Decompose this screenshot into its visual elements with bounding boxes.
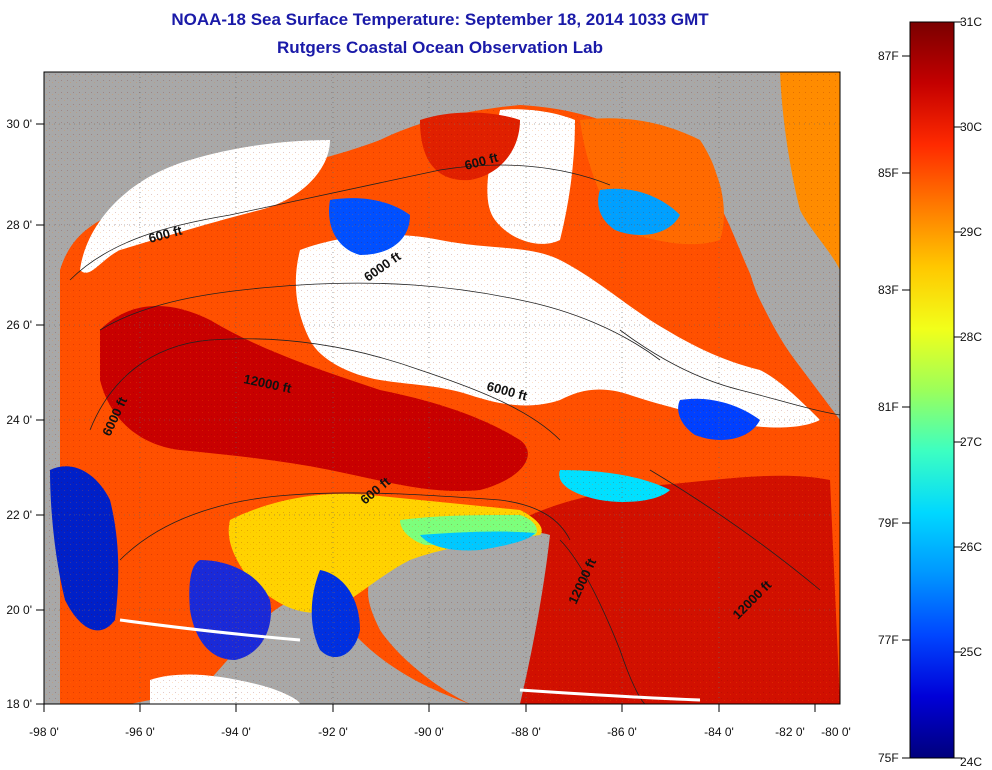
lon-label: -92 0' — [318, 725, 348, 739]
lon-label: -84 0' — [704, 725, 734, 739]
colorbar: 31C 30C 29C 28C 27C 26C 25C 24C 87F 85F … — [878, 15, 982, 769]
latitude-labels: 18 0' 20 0' 22 0' 24 0' 26 0' 28 0' 30 0… — [6, 117, 32, 711]
colorbar-fahrenheit-label: 81F — [878, 400, 899, 414]
colorbar-celsius-label: 27C — [960, 435, 982, 449]
lon-label: -96 0' — [125, 725, 155, 739]
colorbar-celsius-label: 30C — [960, 120, 982, 134]
colorbar-celsius-label: 26C — [960, 540, 982, 554]
colorbar-fahrenheit-label: 83F — [878, 283, 899, 297]
map-plot-area — [44, 72, 840, 704]
bathymetry-contours — [69, 164, 840, 704]
colorbar-fahrenheit-label: 85F — [878, 166, 899, 180]
lon-label: -94 0' — [221, 725, 251, 739]
lat-label: 20 0' — [6, 603, 32, 617]
lat-label: 18 0' — [6, 697, 32, 711]
colorbar-ramp — [909, 21, 955, 759]
colorbar-celsius-label: 25C — [960, 645, 982, 659]
longitude-labels: -98 0' -96 0' -94 0' -92 0' -90 0' -88 0… — [29, 725, 851, 739]
colorbar-fahrenheit-ticks — [902, 55, 910, 759]
map-gridlines — [44, 72, 840, 704]
swath-line — [119, 618, 701, 702]
lon-label: -88 0' — [511, 725, 541, 739]
colorbar-celsius-label: 29C — [960, 225, 982, 239]
lat-label: 26 0' — [6, 318, 32, 332]
map-title: NOAA-18 Sea Surface Temperature: Septemb… — [171, 10, 709, 29]
lon-label: -82 0' — [775, 725, 805, 739]
colorbar-celsius-label: 24C — [960, 755, 982, 769]
colorbar-celsius-label: 31C — [960, 15, 982, 29]
colorbar-celsius-label: 28C — [960, 330, 982, 344]
colorbar-fahrenheit-label: 75F — [878, 751, 899, 765]
lon-label: -98 0' — [29, 725, 59, 739]
axis-ticks — [36, 123, 816, 712]
colorbar-fahrenheit-label: 87F — [878, 49, 899, 63]
lat-label: 22 0' — [6, 508, 32, 522]
lat-label: 30 0' — [6, 117, 32, 131]
lon-label: -86 0' — [607, 725, 637, 739]
lat-label: 28 0' — [6, 218, 32, 232]
plot-frame — [43, 71, 841, 705]
lon-label: -90 0' — [414, 725, 444, 739]
map-subtitle: Rutgers Coastal Ocean Observation Lab — [277, 38, 603, 57]
colorbar-fahrenheit-label: 77F — [878, 633, 899, 647]
lat-label: 24 0' — [6, 413, 32, 427]
colorbar-fahrenheit-label: 79F — [878, 516, 899, 530]
colorbar-celsius-ticks — [954, 21, 962, 759]
lon-label: -80 0' — [821, 725, 851, 739]
